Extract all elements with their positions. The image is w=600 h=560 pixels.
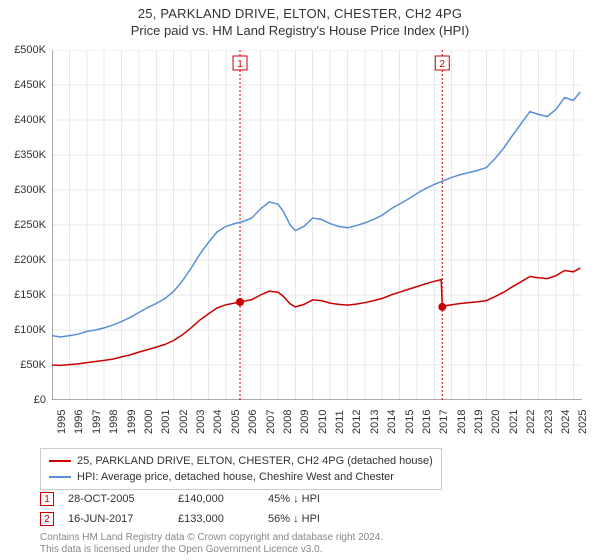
y-tick-label: £500K [14,44,46,56]
x-tick-label: 2006 [247,410,259,434]
marker-price: £133,000 [178,513,268,525]
x-tick-label: 2019 [473,410,485,434]
x-tick-label: 2011 [334,410,346,434]
x-tick-label: 2003 [195,410,207,434]
x-tick-label: 2013 [369,410,381,434]
legend-row: 25, PARKLAND DRIVE, ELTON, CHESTER, CH2 … [49,453,433,469]
svg-text:1: 1 [237,59,243,70]
x-tick-label: 2009 [299,410,311,434]
marker-row: 2 16-JUN-2017£133,00056% ↓ HPI [40,510,378,528]
x-tick-label: 2004 [212,410,224,434]
legend-swatch [49,476,71,478]
marker-number-box: 2 [40,512,54,526]
x-tick-label: 2015 [404,410,416,434]
y-tick-label: £250K [14,219,46,231]
marker-table: 1 28-OCT-2005£140,00045% ↓ HPI 2 16-JUN-201… [40,490,378,530]
x-tick-label: 1995 [56,410,68,434]
y-tick-label: £0 [34,394,46,406]
y-tick-label: £150K [14,289,46,301]
x-tick-label: 2017 [438,410,450,434]
chart-svg: 12 [52,50,582,400]
x-tick-label: 2023 [543,410,555,434]
x-tick-label: 2020 [490,410,502,434]
x-tick-label: 2016 [421,410,433,434]
title-address: 25, PARKLAND DRIVE, ELTON, CHESTER, CH2 … [0,6,600,21]
y-tick-label: £450K [14,79,46,91]
x-tick-label: 2022 [525,410,537,434]
x-tick-label: 2005 [230,410,242,434]
x-tick-label: 2010 [317,410,329,434]
marker-pct: 45% ↓ HPI [268,493,378,505]
x-tick-label: 2024 [560,410,572,434]
y-tick-label: £50K [20,359,46,371]
chart-plot-area: 12 [52,50,582,400]
y-tick-label: £200K [14,254,46,266]
legend-swatch [49,460,71,462]
x-tick-label: 2008 [282,410,294,434]
titles: 25, PARKLAND DRIVE, ELTON, CHESTER, CH2 … [0,0,600,38]
x-tick-label: 2000 [143,410,155,434]
legend-label: 25, PARKLAND DRIVE, ELTON, CHESTER, CH2 … [77,455,433,467]
x-tick-label: 2012 [351,410,363,434]
x-tick-label: 2018 [456,410,468,434]
marker-number-box: 1 [40,492,54,506]
y-tick-label: £300K [14,184,46,196]
x-tick-label: 2021 [508,410,520,434]
marker-price: £140,000 [178,493,268,505]
x-tick-label: 1997 [91,410,103,434]
x-tick-label: 2007 [265,410,277,434]
x-tick-label: 2002 [178,410,190,434]
marker-pct: 56% ↓ HPI [268,513,378,525]
x-tick-label: 2001 [160,410,172,434]
attribution-line1: Contains HM Land Registry data © Crown c… [40,532,383,544]
attribution-line2: This data is licensed under the Open Gov… [40,544,383,556]
x-tick-label: 2014 [386,410,398,434]
x-tick-label: 1996 [73,410,85,434]
svg-text:2: 2 [440,59,446,70]
marker-row: 1 28-OCT-2005£140,00045% ↓ HPI [40,490,378,508]
x-tick-label: 1999 [126,410,138,434]
y-tick-label: £400K [14,114,46,126]
attribution: Contains HM Land Registry data © Crown c… [40,532,383,556]
chart-container: 25, PARKLAND DRIVE, ELTON, CHESTER, CH2 … [0,0,600,560]
x-tick-label: 1998 [108,410,120,434]
legend-row: HPI: Average price, detached house, Ches… [49,469,433,485]
x-tick-label: 2025 [577,410,589,434]
title-subtitle: Price paid vs. HM Land Registry's House … [0,23,600,38]
marker-date: 28-OCT-2005 [68,493,178,505]
legend-box: 25, PARKLAND DRIVE, ELTON, CHESTER, CH2 … [40,448,442,490]
y-tick-label: £100K [14,324,46,336]
y-axis-labels: £0£50K£100K£150K£200K£250K£300K£350K£400… [0,50,50,400]
legend-label: HPI: Average price, detached house, Ches… [77,471,394,483]
y-tick-label: £350K [14,149,46,161]
marker-date: 16-JUN-2017 [68,513,178,525]
x-axis-labels: 1995 1996 1997 1998 1999 2000 2001 2002 2003 2004… [52,404,582,444]
